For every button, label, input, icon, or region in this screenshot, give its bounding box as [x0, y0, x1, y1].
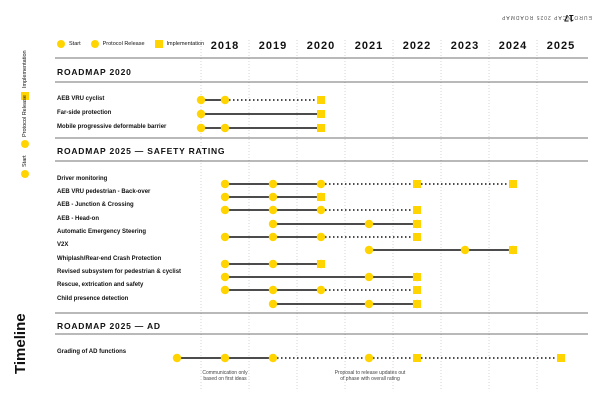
row-label: AEB VRU cyclist [57, 96, 105, 102]
note-1-line-2: based on first ideas [203, 376, 247, 382]
row-label: Rescue, extrication and safety [57, 282, 144, 288]
milestone-dot [316, 232, 326, 242]
year-2022: 2022 [402, 40, 432, 52]
row-label: AEB - Head-on [57, 216, 99, 222]
row-label: Whiplash/Rear-end Crash Protection [57, 256, 162, 262]
milestone-dot [196, 109, 206, 119]
year-2025: 2025 [546, 40, 576, 52]
milestone-dot [172, 353, 182, 363]
legend-start-label: Start [69, 41, 81, 47]
milestone-dot [220, 259, 230, 269]
milestone-dot [268, 179, 278, 189]
milestone-dot [316, 205, 326, 215]
side-start-icon [21, 170, 29, 178]
row-label: Revised subsystem for pedestrian & cycli… [57, 269, 182, 275]
milestone-dot [460, 245, 470, 255]
legend-start: Start [57, 40, 81, 48]
row-label: Far-side protection [57, 110, 112, 116]
start-dot-icon [57, 40, 65, 48]
milestone-dot [364, 245, 374, 255]
milestone-dot [364, 219, 374, 229]
side-protocol-icon [21, 140, 29, 148]
section-roadmap-2025-ad: ROADMAP 2025 — AD [57, 321, 161, 331]
implementation-square [413, 354, 421, 362]
milestone-dot [196, 123, 206, 133]
year-2019: 2019 [258, 40, 288, 52]
row-label: Mobile progressive deformable barrier [57, 124, 167, 130]
milestone-dot [268, 299, 278, 309]
milestone-dot [268, 259, 278, 269]
milestone-dot [220, 95, 230, 105]
section-roadmap-2025-safety: ROADMAP 2025 — SAFETY RATING [57, 146, 226, 156]
milestone-dot [316, 285, 326, 295]
milestone-dot [268, 353, 278, 363]
milestone-dot [220, 285, 230, 295]
implementation-square [413, 286, 421, 294]
implementation-square [413, 180, 421, 188]
section-roadmap-2020: ROADMAP 2020 [57, 67, 132, 77]
year-2023: 2023 [450, 40, 480, 52]
implementation-square [413, 300, 421, 308]
milestone-dot [220, 353, 230, 363]
side-implementation-icon [21, 92, 29, 100]
year-2018: 2018 [210, 40, 240, 52]
implementation-square [317, 110, 325, 118]
implementation-square [509, 246, 517, 254]
milestone-dot [268, 219, 278, 229]
row-label: V2X [57, 242, 69, 248]
row-label-ad: Grading of AD functions [57, 349, 127, 355]
milestone-dot [364, 272, 374, 282]
milestone-dot [268, 285, 278, 295]
milestone-dot [196, 95, 206, 105]
implementation-square [413, 206, 421, 214]
implementation-square [557, 354, 565, 362]
row-label: Child presence detection [57, 296, 129, 302]
row-label: AEB - Junction & Crossing [57, 202, 134, 208]
implementation-square [317, 124, 325, 132]
milestone-dot [364, 299, 374, 309]
note-proposal: Proposal to release updates out of phase… [320, 370, 420, 382]
implementation-square [317, 96, 325, 104]
year-2021: 2021 [354, 40, 384, 52]
side-legend: Implementation Protocol Release Start [20, 40, 30, 180]
implementation-square [509, 180, 517, 188]
milestone-dot [364, 353, 374, 363]
note-2-line-1: Proposal to release updates out [334, 370, 406, 376]
note-communication: Communication only based on first ideas [195, 370, 255, 382]
milestone-dot [220, 232, 230, 242]
note-2-line-2: of phase with overall rating [340, 376, 400, 382]
legend-implementation-label: Implementation [166, 41, 205, 47]
note-1-line-1: Communication only [202, 370, 248, 376]
milestone-dot [220, 179, 230, 189]
legend-implementation: Implementation [154, 40, 205, 48]
implementation-square [413, 233, 421, 241]
milestone-dot [220, 205, 230, 215]
milestone-dot [268, 192, 278, 202]
milestone-dot [220, 123, 230, 133]
milestone-dot [316, 179, 326, 189]
protocol-dot-icon [90, 40, 99, 48]
implementation-square [317, 260, 325, 268]
implementation-square [413, 273, 421, 281]
implementation-square-icon [154, 40, 163, 48]
milestone-dot [268, 205, 278, 215]
legend-protocol-label: Protocol Release [102, 41, 145, 47]
top-legend: Start Protocol Release Implementation [57, 40, 204, 48]
legend-protocol: Protocol Release [90, 40, 145, 48]
implementation-square [413, 220, 421, 228]
milestone-dot [220, 272, 230, 282]
row-label: AEB VRU pedestrian - Back-over [57, 189, 151, 195]
implementation-square [317, 193, 325, 201]
year-2024: 2024 [498, 40, 528, 52]
milestone-dot [268, 232, 278, 242]
row-label: Automatic Emergency Steering [57, 229, 147, 235]
milestone-dot [220, 192, 230, 202]
row-label: Driver monitoring [57, 176, 108, 182]
year-2020: 2020 [306, 40, 336, 52]
